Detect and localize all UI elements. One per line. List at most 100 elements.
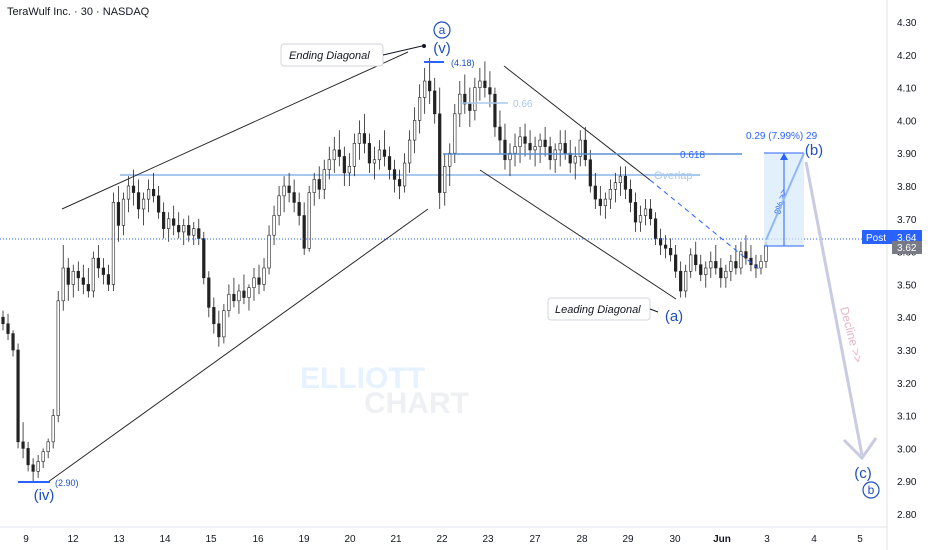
time-tick-label: 29 <box>622 534 634 545</box>
low-label: (2.90) <box>55 478 79 488</box>
candle-body <box>658 238 663 246</box>
wave-b-circle <box>862 481 880 499</box>
wave-a-circled-label: a <box>439 23 446 37</box>
candle-body <box>397 179 402 187</box>
candle-body <box>578 139 582 157</box>
candle-body <box>106 274 111 285</box>
candle-body <box>603 198 607 206</box>
candle-body <box>508 152 512 161</box>
candle-body <box>352 143 356 167</box>
candle-body <box>558 143 562 151</box>
candle-body <box>1 316 5 325</box>
candle-body <box>613 182 618 190</box>
candle-series <box>1 58 768 482</box>
candle-body <box>618 175 623 184</box>
candle-body <box>262 267 266 285</box>
time-tick-label: 9 <box>23 534 29 545</box>
candle-body <box>337 149 341 157</box>
candle-body <box>182 225 186 233</box>
candle-body <box>653 218 658 239</box>
candle-body <box>197 228 201 239</box>
time-tick-label: 13 <box>113 534 125 545</box>
candle-body <box>413 120 417 141</box>
candle-body <box>729 261 733 272</box>
candle-body <box>66 267 70 285</box>
last-price-badge <box>892 230 922 244</box>
candle-body <box>146 188 151 200</box>
candle-body <box>141 198 146 210</box>
candle-body <box>503 139 507 161</box>
overlap-label: Overlap <box>654 170 693 182</box>
candle-body <box>669 248 673 256</box>
candle-body <box>478 80 482 88</box>
projection-label: 0.29 (7.99%) 29 <box>746 131 818 142</box>
wave-a-circle <box>433 21 451 39</box>
price-axis[interactable]: 4.304.204.104.003.903.803.703.603.503.40… <box>897 18 917 521</box>
candle-body <box>714 261 718 269</box>
post-badge <box>862 230 892 244</box>
leading-diagonal-label: Leading Diagonal <box>555 304 641 316</box>
wave-b-label: (b) <box>805 142 823 159</box>
ending-diagonal-pointer <box>382 45 423 56</box>
candle-body <box>287 185 291 193</box>
candle-body <box>257 277 261 285</box>
candle-body <box>428 80 432 92</box>
candle-body <box>608 188 612 200</box>
time-tick-label: 15 <box>205 534 217 545</box>
time-tick-label: 14 <box>159 534 171 545</box>
wave-iv-label: (iv) <box>34 487 55 504</box>
projection-arrowhead <box>780 153 788 160</box>
candle-body <box>674 254 678 272</box>
candle-body <box>6 323 10 334</box>
price-tick-label: 3.20 <box>897 379 917 390</box>
time-axis[interactable]: 9 12 13 14 15 16 19 20 21 22 23 27 28 29 30 Jun 3 4 5 <box>23 534 863 545</box>
candle-body <box>498 126 502 141</box>
candle-body <box>679 270 683 292</box>
candle-body <box>739 251 743 269</box>
candle-body <box>357 133 362 144</box>
candle-body <box>121 198 126 226</box>
candle-body <box>177 225 181 233</box>
candle-body <box>151 188 156 197</box>
ending-diagonal-label: Ending Diagonal <box>289 50 370 62</box>
candle-body <box>81 277 85 285</box>
wave-v-label: (v) <box>433 40 451 57</box>
candle-body <box>684 270 688 292</box>
candle-body <box>573 156 577 164</box>
wave-a-label: (a) <box>665 308 683 325</box>
time-tick-label: 16 <box>252 534 264 545</box>
watermark-line2: CHART <box>364 387 469 420</box>
price-tick-label: 3.50 <box>897 280 917 291</box>
candle-body <box>709 261 713 269</box>
decline-arrowhead <box>842 437 878 461</box>
candle-body <box>623 175 628 190</box>
fib-0618-label: 0.618 <box>680 150 705 161</box>
leading-diagonal-upper-ext <box>649 179 761 271</box>
candle-body <box>458 93 462 115</box>
candle-body <box>402 162 407 187</box>
candle-body <box>734 261 738 269</box>
candle-body <box>568 152 572 164</box>
price-tick-label: 4.30 <box>897 18 917 29</box>
candle-body <box>448 152 452 167</box>
leading-diagonal-pointer <box>649 308 659 313</box>
candle-body <box>638 215 643 223</box>
price-tick-label: 4.10 <box>897 84 917 95</box>
candle-body <box>518 136 522 147</box>
time-tick-label: Jun <box>713 534 731 545</box>
post-badge-label: Post <box>866 233 886 244</box>
candle-body <box>272 215 276 236</box>
candle-body <box>26 448 30 466</box>
candle-body <box>598 198 602 206</box>
candle-body <box>41 451 45 462</box>
watermark-line1: ELLIOTT <box>300 362 425 395</box>
candle-body <box>764 244 768 262</box>
candle-body <box>553 149 557 161</box>
candle-body <box>463 93 467 105</box>
candle-body <box>222 310 226 338</box>
candle-body <box>483 80 487 88</box>
candle-body <box>136 192 141 210</box>
candle-body <box>247 287 251 298</box>
high-label: (4.18) <box>451 58 475 68</box>
